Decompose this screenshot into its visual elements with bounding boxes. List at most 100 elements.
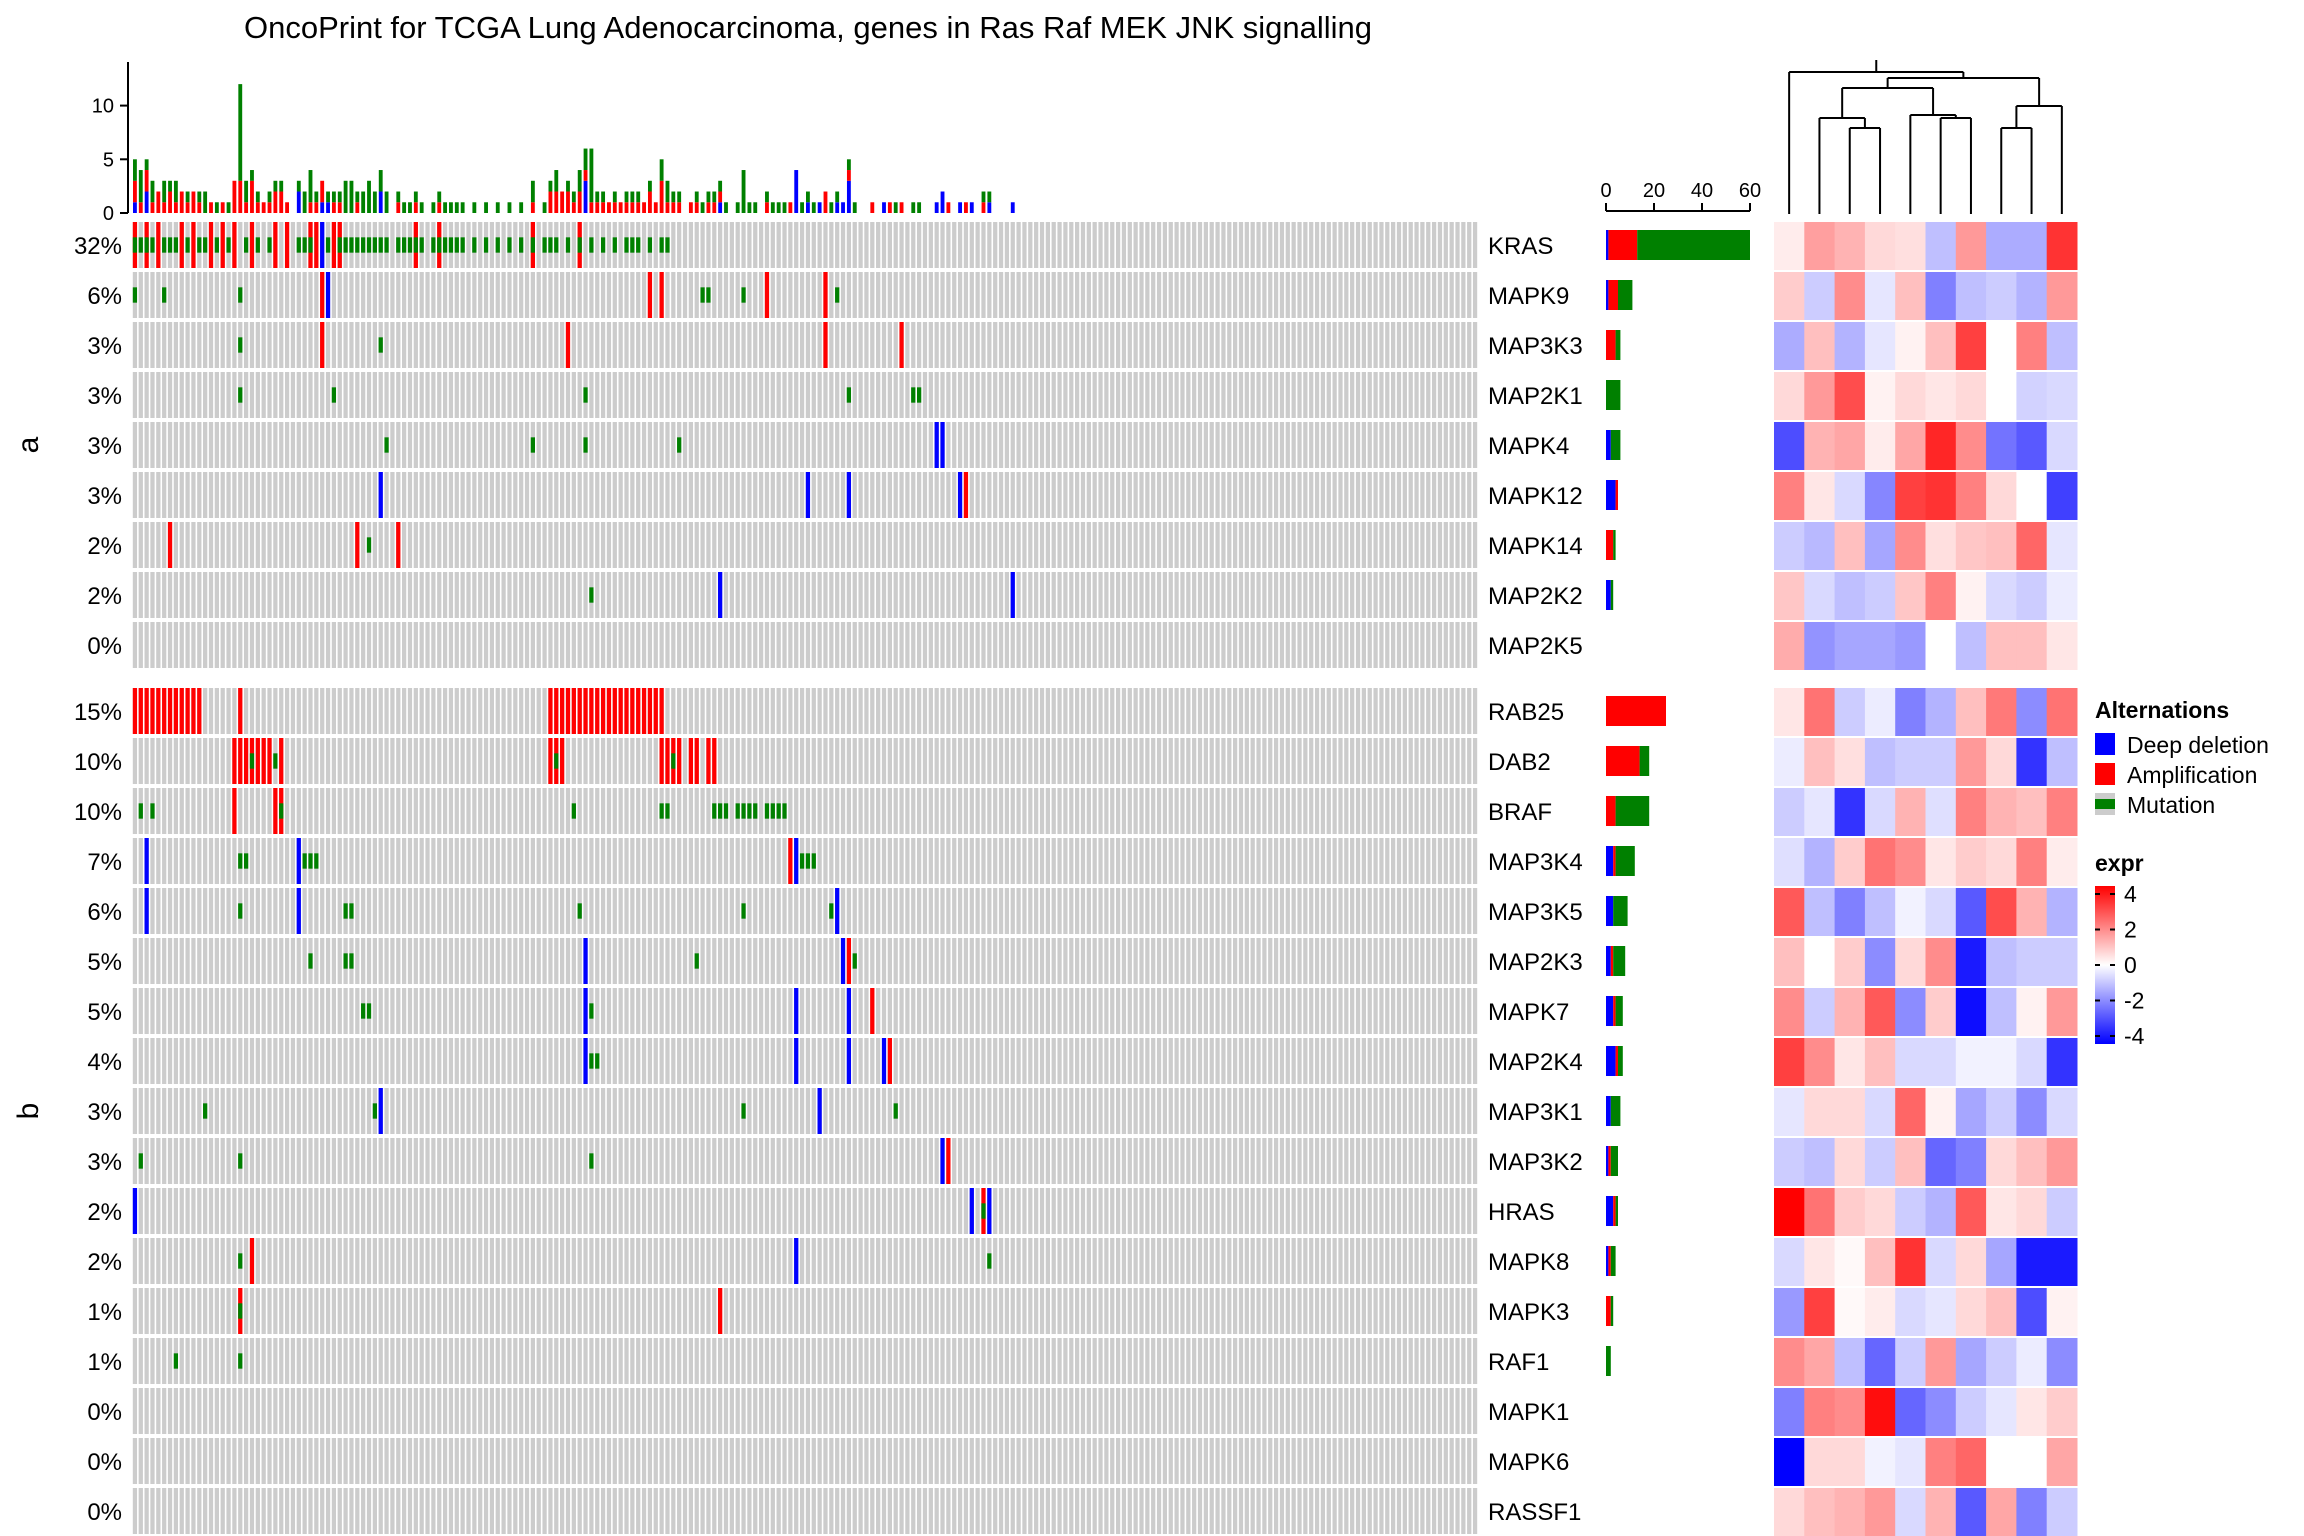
cell-bg-hras: [1086, 1188, 1091, 1234]
cell-bg-map3k1: [998, 1088, 1004, 1134]
cell-bg-mapk7: [1279, 988, 1285, 1034]
cell-bg-braf: [1373, 788, 1378, 834]
sample-bar-mut: [326, 191, 330, 203]
cell-bg-mapk12: [1291, 472, 1296, 518]
cell-bg-map2k5: [1004, 622, 1010, 668]
cell-bg-mapk14: [185, 522, 190, 568]
cell-bg-map3k5: [1443, 888, 1448, 934]
cell-bg-map2k4: [1297, 1038, 1302, 1084]
cell-bg-kras: [975, 222, 980, 268]
cell-amplification-mapk7: [870, 988, 875, 1034]
cell-bg-map3k3: [1145, 322, 1150, 368]
cell-bg-mapk4: [173, 422, 179, 468]
cell-bg-map3k1: [916, 1088, 922, 1134]
cell-bg-map2k4: [191, 1038, 196, 1084]
cell-bg-map2k4: [372, 1038, 377, 1084]
cell-bg-map3k5: [208, 888, 214, 934]
cell-bg-map3k4: [1273, 838, 1279, 884]
cell-bg-mapk7: [1069, 988, 1074, 1034]
cell-bg-dab2: [799, 738, 805, 784]
cell-bg-map2k4: [1402, 1038, 1407, 1084]
cell-bg-braf: [887, 788, 892, 834]
cell-bg-kras: [1133, 222, 1138, 268]
cell-bg-mapk9: [718, 272, 723, 318]
cell-bg-map2k4: [893, 1038, 898, 1084]
cell-bg-dab2: [185, 738, 190, 784]
cell-bg-map3k1: [1472, 1088, 1478, 1134]
cell-bg-braf: [390, 788, 395, 834]
cell-bg-kras: [911, 222, 916, 268]
cell-bg-map2k4: [852, 1038, 857, 1084]
cell-bg-hras: [1022, 1188, 1027, 1234]
cell-bg-rab25: [1051, 688, 1056, 734]
cell-bg-mapk9: [402, 272, 407, 318]
cell-bg-mapk12: [495, 472, 500, 518]
cell-mutation-mapk9: [706, 287, 711, 303]
cell-mutation-map2k2: [589, 587, 594, 603]
cell-bg-mapk14: [718, 522, 723, 568]
cell-bg-mapk14: [554, 522, 559, 568]
cell-bg-map3k5: [472, 888, 477, 934]
cell-bg-map2k5: [1455, 622, 1460, 668]
cell-bg-map3k3: [694, 322, 699, 368]
cell-bg-map3k3: [361, 322, 366, 368]
cell-bg-dab2: [835, 738, 840, 784]
cell-bg-map2k1: [758, 372, 764, 418]
cell-bg-dab2: [1151, 738, 1156, 784]
cell-bg-mapk7: [1110, 988, 1115, 1034]
cell-bg-mapk4: [1338, 422, 1343, 468]
cell-bg-map2k2: [1262, 572, 1267, 618]
cell-bg-map2k3: [325, 938, 331, 984]
cell-bg-mapk4: [366, 422, 372, 468]
cell-bg-map2k3: [1285, 938, 1290, 984]
cell-bg-hras: [723, 1188, 729, 1234]
cell-bg-map3k5: [530, 888, 535, 934]
cell-bg-map2k4: [150, 1038, 155, 1084]
cell-bg-mapk9: [794, 272, 799, 318]
cell-bg-map3k5: [764, 888, 770, 934]
cell-amplification-rab25: [653, 688, 658, 734]
cell-bg-map3k3: [413, 322, 418, 368]
cell-bg-map3k3: [1268, 322, 1273, 368]
cell-bg-hras: [238, 1188, 243, 1234]
cell-bg-hras: [712, 1188, 717, 1234]
cell-bg-map3k4: [1367, 838, 1372, 884]
cell-bg-mapk7: [1314, 988, 1320, 1034]
cell-bg-map2k1: [881, 372, 887, 418]
cell-bg-mapk9: [1233, 272, 1238, 318]
cell-bg-rab25: [852, 688, 857, 734]
cell-bg-map2k2: [998, 572, 1004, 618]
cell-bg-map2k2: [1151, 572, 1156, 618]
cell-bg-mapk4: [1215, 422, 1220, 468]
cell-bg-map3k4: [372, 838, 377, 884]
cell-bg-mapk12: [1197, 472, 1203, 518]
cell-bg-rab25: [694, 688, 699, 734]
cell-bg-mapk14: [975, 522, 980, 568]
cell-bg-map2k3: [483, 938, 489, 984]
cell-bg-map2k4: [799, 1038, 805, 1084]
cell-bg-kras: [501, 222, 506, 268]
cell-bg-dab2: [946, 738, 951, 784]
cell-bg-map2k1: [466, 372, 471, 418]
cell-bg-map3k2: [501, 1138, 506, 1184]
cell-bg-map2k4: [220, 1038, 225, 1084]
cell-bg-hras: [1104, 1188, 1109, 1234]
cell-bg-rab25: [255, 688, 260, 734]
cell-bg-map3k4: [431, 838, 436, 884]
cell-bg-map2k2: [1467, 572, 1472, 618]
cell-bg-braf: [431, 788, 436, 834]
cell-bg-mapk12: [548, 472, 553, 518]
cell-bg-map2k3: [981, 938, 986, 984]
sample-bar-del: [583, 180, 588, 213]
cell-bg-mapk7: [700, 988, 705, 1034]
cell-bg-map2k3: [881, 938, 887, 984]
cell-bg-map3k5: [565, 888, 571, 934]
cell-amplification-rab25: [630, 688, 635, 734]
cell-bg-mapk7: [916, 988, 922, 1034]
cell-bg-mapk12: [1355, 472, 1361, 518]
cell-bg-mapk7: [636, 988, 641, 1034]
cell-bg-map3k3: [835, 322, 840, 368]
cell-bg-map2k3: [507, 938, 512, 984]
cell-bg-mapk14: [1385, 522, 1390, 568]
cell-bg-rab25: [501, 688, 506, 734]
